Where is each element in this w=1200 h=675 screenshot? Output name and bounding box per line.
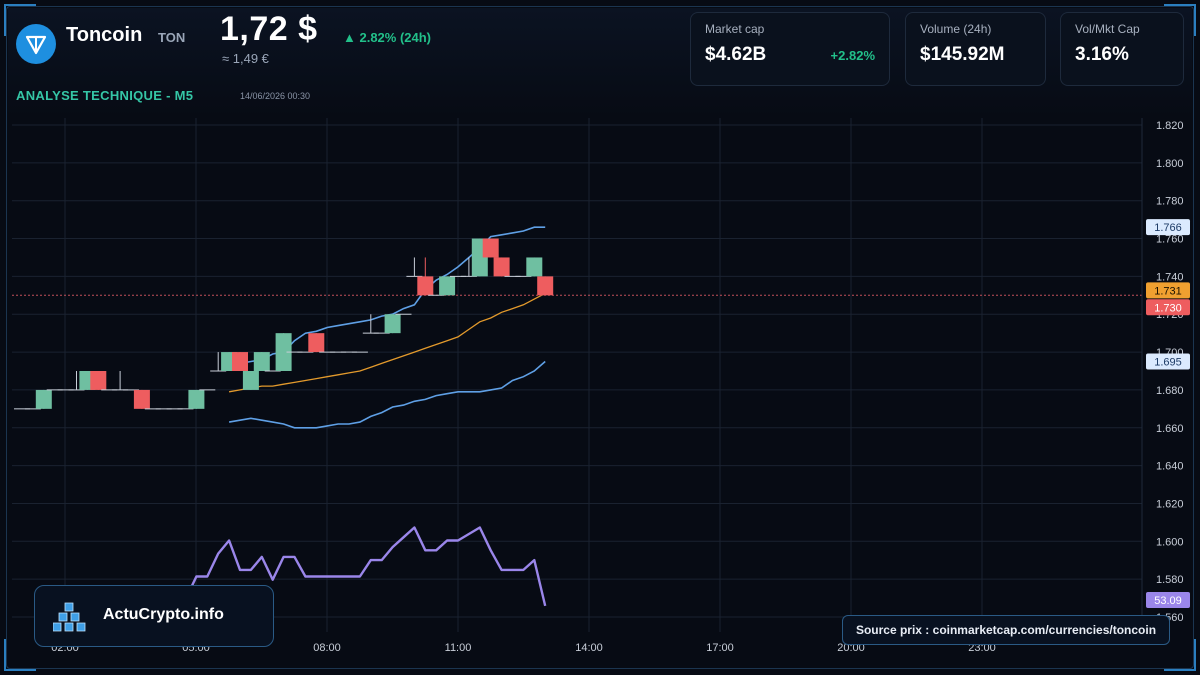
source-caption: Source prix : coinmarketcap.com/currenci… xyxy=(842,615,1170,645)
market-cap-card: Market cap $4.62B +2.82% xyxy=(690,12,890,86)
x-tick-label: 23:00 xyxy=(968,642,996,654)
x-tick-label: 17:00 xyxy=(706,642,734,654)
candle-up xyxy=(384,314,401,334)
candle-up xyxy=(253,352,270,371)
frame-corner xyxy=(4,4,36,36)
vol-mkt-label: Vol/Mkt Cap xyxy=(1075,22,1140,36)
brand-name: ActuCrypto.info xyxy=(103,606,224,623)
bollinger-upper-value: 1.766 xyxy=(1154,222,1182,234)
frame-corner xyxy=(1164,4,1196,36)
cubes-logo-icon xyxy=(53,602,86,632)
candle-down xyxy=(308,333,325,353)
y-tick-label: 1.580 xyxy=(1156,574,1184,586)
volume-label: Volume (24h) xyxy=(920,22,992,36)
candle-up xyxy=(35,389,52,409)
y-tick-label: 1.820 xyxy=(1156,120,1184,132)
x-tick-label: 08:00 xyxy=(313,642,341,654)
bollinger-lower-value: 1.695 xyxy=(1154,357,1182,369)
volume-value: $145.92M xyxy=(920,44,1005,65)
x-tick-label: 14:00 xyxy=(575,642,603,654)
toncoin-logo-icon xyxy=(16,24,56,64)
vol-mkt-card: Vol/Mkt Cap 3.16% xyxy=(1060,12,1184,86)
candle-down xyxy=(90,371,107,390)
y-tick-label: 1.740 xyxy=(1156,271,1184,283)
frame-corner xyxy=(4,639,36,671)
x-tick-label: 11:00 xyxy=(445,642,472,654)
y-tick-label: 1.640 xyxy=(1156,461,1184,473)
y-tick-label: 1.760 xyxy=(1156,234,1184,246)
timestamp: 14/06/2026 00:30 xyxy=(240,91,311,101)
candle-up xyxy=(275,333,292,371)
rsi-value: 53.09 xyxy=(1154,595,1182,607)
outer-frame xyxy=(6,6,1194,669)
price-change-24h: ▲ 2.82% (24h) xyxy=(343,30,432,45)
y-tick-label: 1.600 xyxy=(1156,536,1184,548)
market-cap-change: +2.82% xyxy=(830,48,875,63)
rsi-line xyxy=(174,526,547,607)
rsi-panel xyxy=(174,526,547,607)
volume-card: Volume (24h) $145.92M xyxy=(905,12,1046,86)
candle-down xyxy=(133,389,150,409)
candle-down xyxy=(232,352,248,371)
market-cap-label: Market cap xyxy=(705,22,765,36)
y-tick-label: 1.800 xyxy=(1156,158,1184,170)
grid xyxy=(12,118,1142,632)
bollinger-lower-line xyxy=(228,360,546,429)
bollinger-lower-value-bg xyxy=(1146,353,1190,370)
candle-up xyxy=(526,257,543,277)
vol-mkt-value: 3.16% xyxy=(1075,44,1129,65)
section-title: ANALYSE TECHNIQUE - M5 xyxy=(16,88,194,103)
candle-up xyxy=(439,276,456,296)
indicators xyxy=(12,226,1142,429)
last-price-value: 1.730 xyxy=(1154,302,1182,314)
coin-name: Toncoin xyxy=(66,24,143,46)
price-eur: ≈ 1,49 € xyxy=(222,51,269,66)
coin-ticker: TON xyxy=(158,30,186,45)
bollinger-upper-value-bg xyxy=(1146,219,1190,236)
price-labels: 1.766 1.731 1.730 1.695 53.09 xyxy=(1146,219,1190,608)
frame-corner xyxy=(1164,639,1196,671)
moving-average-line xyxy=(228,292,546,393)
moving-average-value-bg xyxy=(1146,282,1190,299)
candle-down xyxy=(493,257,510,277)
candle-up xyxy=(188,389,205,409)
candle-up xyxy=(242,371,259,390)
market-cap-value: $4.62B xyxy=(705,44,767,65)
axes: 1.8201.8001.7801.7601.7401.7201.7001.680… xyxy=(51,118,1184,654)
y-tick-label: 1.780 xyxy=(1156,196,1184,208)
current-price: 1,72 $ xyxy=(220,10,318,48)
y-tick-label: 1.620 xyxy=(1156,498,1184,510)
moving-average-value: 1.731 xyxy=(1154,285,1182,297)
last-price-value-bg xyxy=(1146,299,1190,316)
candle-down xyxy=(417,276,434,296)
x-tick-label: 20:00 xyxy=(837,642,865,654)
rsi-value-bg xyxy=(1146,592,1190,608)
y-tick-label: 1.660 xyxy=(1156,423,1184,435)
y-tick-label: 1.680 xyxy=(1156,385,1184,397)
brand-badge: ActuCrypto.info xyxy=(34,585,274,647)
candle-down xyxy=(482,238,499,258)
candle-down xyxy=(537,276,554,296)
candles xyxy=(14,238,554,410)
